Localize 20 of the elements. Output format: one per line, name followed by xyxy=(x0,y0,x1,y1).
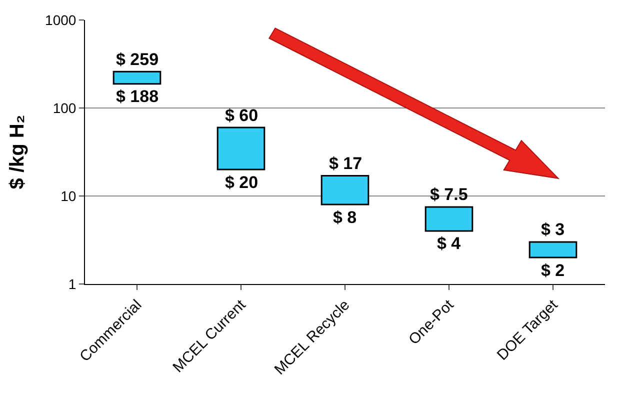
annotation: $ 3 xyxy=(541,220,565,239)
annotation: $ 7.5 xyxy=(430,185,468,204)
bar xyxy=(528,241,578,258)
bar xyxy=(320,174,370,206)
y-tick-label: 1 xyxy=(68,276,76,292)
y-axis-title: $ /kg H₂ xyxy=(6,114,29,190)
annotation: $ 259 xyxy=(116,50,159,69)
y-tick-label: 1000 xyxy=(45,12,76,28)
annotation: $ 60 xyxy=(225,106,258,125)
annotation: $ 2 xyxy=(541,261,565,280)
annotation: $ 17 xyxy=(329,154,362,173)
y-tick-label: 100 xyxy=(52,100,76,116)
annotation: $ 188 xyxy=(116,87,159,106)
y-tick-label: 10 xyxy=(60,188,76,204)
annotation: $ 20 xyxy=(225,173,258,192)
bar xyxy=(112,70,162,85)
annotation: $ 4 xyxy=(437,234,462,253)
annotation: $ 8 xyxy=(333,208,357,227)
bar xyxy=(216,126,266,170)
bar xyxy=(424,206,474,232)
